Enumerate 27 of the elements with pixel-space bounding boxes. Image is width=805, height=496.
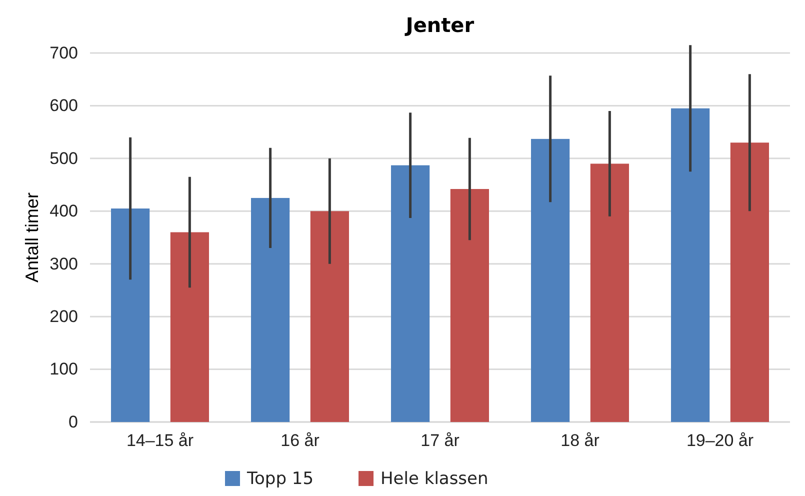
bar [450,189,489,422]
bar [170,232,209,422]
y-tick-label: 400 [50,202,78,221]
x-tick-label: 19–20 år [686,431,754,450]
bar [111,208,150,422]
chart-title: Jenter [404,13,474,37]
y-tick-label: 700 [50,43,78,62]
y-tick-label: 300 [50,254,78,274]
y-tick-label: 0 [68,412,78,432]
bar [730,142,769,422]
x-tick-label: 17 år [420,431,460,450]
x-tick-label: 14–15 år [126,431,194,450]
bar [531,138,570,422]
y-tick-label: 200 [50,307,78,326]
bar [310,211,349,422]
y-tick-label: 600 [50,96,78,116]
bar [590,164,629,422]
bar [391,165,430,422]
legend-label: Topp 15 [246,469,314,489]
bar [251,198,290,422]
bar [671,108,710,422]
y-axis-title: Antall timer [22,192,42,283]
x-tick-label: 18 år [560,431,600,450]
y-tick-label: 500 [50,148,78,168]
x-tick-label: 16 år [280,431,320,450]
y-tick-label: 100 [50,360,78,379]
legend-label: Hele klassen [380,469,488,489]
